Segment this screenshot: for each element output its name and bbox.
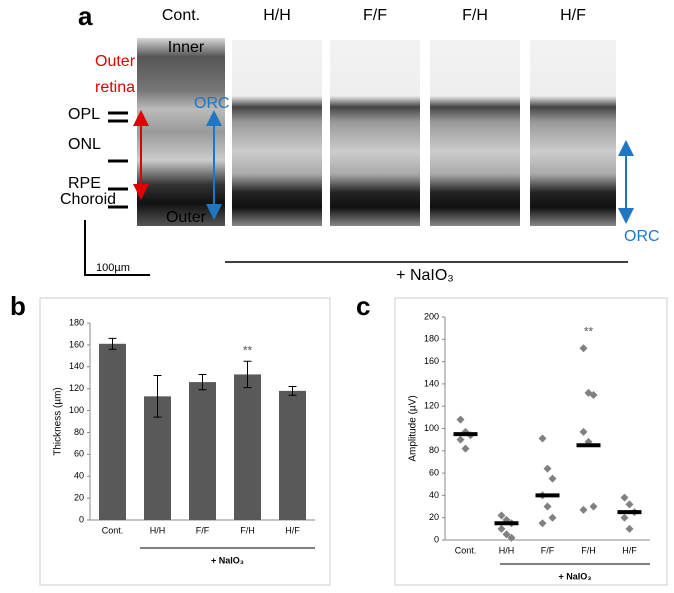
panel-letter: a <box>78 1 93 31</box>
oct-image <box>232 40 322 226</box>
x-tick-label: F/F <box>196 525 210 535</box>
point <box>620 513 629 522</box>
point <box>538 434 547 443</box>
y-tick-label: 60 <box>74 449 84 459</box>
x-tick-label: H/F <box>285 525 300 535</box>
error-bar <box>108 337 117 350</box>
scale-label: 100µm <box>96 262 130 274</box>
y-tick-label: 120 <box>424 401 439 411</box>
error-bar <box>243 360 252 389</box>
point <box>456 415 465 424</box>
column-label: Cont. <box>162 7 200 24</box>
bar <box>189 382 216 520</box>
x-tick-label: H/H <box>150 525 166 535</box>
x-tick-label: Cont. <box>102 525 124 535</box>
bar <box>279 390 306 520</box>
error-bar <box>198 373 207 391</box>
point <box>497 511 506 520</box>
y-tick-label: 100 <box>424 423 439 433</box>
outer-retina-label: Outer <box>95 53 136 70</box>
outer-retina-label: retina <box>95 79 135 96</box>
column-label: F/F <box>363 7 387 24</box>
treatment-label: + NaIO₃ <box>396 267 454 284</box>
layer-label: RPE <box>68 175 101 192</box>
y-tick-label: 180 <box>424 334 439 344</box>
orc-label: ORC <box>194 95 230 112</box>
outer-label: Outer <box>166 209 207 226</box>
annotation: ** <box>584 324 594 338</box>
y-tick-label: 200 <box>424 311 439 321</box>
y-tick-label: 40 <box>429 490 439 500</box>
y-tick-label: 160 <box>69 339 84 349</box>
x-tick-label: H/H <box>499 545 515 555</box>
annotation: ** <box>243 343 253 357</box>
x-tick-label: F/H <box>240 525 255 535</box>
point <box>548 513 557 522</box>
y-tick-label: 0 <box>434 534 439 544</box>
column-label: F/H <box>462 7 488 24</box>
x-tick-label: F/F <box>541 545 555 555</box>
x-tick-label: H/F <box>622 545 637 555</box>
panel-frame <box>39 297 331 586</box>
y-tick-label: 140 <box>69 361 84 371</box>
point <box>538 519 547 528</box>
y-tick-label: 20 <box>74 492 84 502</box>
y-tick-label: 80 <box>74 427 84 437</box>
column-label: H/F <box>560 7 586 24</box>
point <box>589 502 598 511</box>
layer-label: ONL <box>68 136 101 153</box>
group-label: + NaIO₃ <box>559 571 592 581</box>
bar <box>234 374 261 520</box>
y-tick-label: 60 <box>429 467 439 477</box>
column-label: H/H <box>263 7 291 24</box>
error-bar <box>288 385 297 396</box>
y-tick-label: 140 <box>424 378 439 388</box>
point <box>543 502 552 511</box>
panel-letter: b <box>10 291 26 321</box>
point <box>625 500 634 509</box>
point <box>579 427 588 436</box>
oct-image <box>530 40 616 226</box>
oct-image <box>137 38 225 226</box>
panel-letter: c <box>356 291 370 321</box>
y-tick-label: 120 <box>69 383 84 393</box>
group-label: + NaIO₃ <box>211 555 244 565</box>
point <box>543 464 552 473</box>
point <box>461 444 470 453</box>
layer-label: OPL <box>68 106 100 123</box>
point <box>548 474 557 483</box>
point <box>497 524 506 533</box>
y-tick-label: 0 <box>79 514 84 524</box>
x-tick-label: F/H <box>581 545 596 555</box>
point <box>456 435 465 444</box>
x-tick-label: Cont. <box>455 545 477 555</box>
error-bar <box>153 375 162 418</box>
panel-a: a Cont. H/H F/F F/H H/F Inner Outer Oute… <box>60 1 660 284</box>
y-tick-label: 100 <box>69 405 84 415</box>
y-tick-label: 80 <box>429 445 439 455</box>
point <box>579 505 588 514</box>
bar <box>99 343 126 520</box>
point <box>579 344 588 353</box>
point <box>589 391 598 400</box>
oct-image <box>430 40 520 226</box>
y-tick-label: 180 <box>69 317 84 327</box>
scale-bar <box>84 220 150 276</box>
y-axis-title: Thickness (µm) <box>53 387 64 456</box>
layer-ticks <box>108 111 128 209</box>
point <box>625 524 634 533</box>
y-tick-label: 40 <box>74 471 84 481</box>
y-tick-label: 20 <box>429 512 439 522</box>
inner-label: Inner <box>168 39 205 56</box>
point <box>502 530 511 539</box>
y-axis-title: Amplitude (µV) <box>408 395 419 461</box>
point <box>620 493 629 502</box>
y-tick-label: 160 <box>424 356 439 366</box>
oct-image <box>330 40 420 226</box>
point <box>507 533 516 542</box>
panel-frame <box>394 297 668 586</box>
orc-label: ORC <box>624 228 660 245</box>
layer-label: Choroid <box>60 191 116 208</box>
